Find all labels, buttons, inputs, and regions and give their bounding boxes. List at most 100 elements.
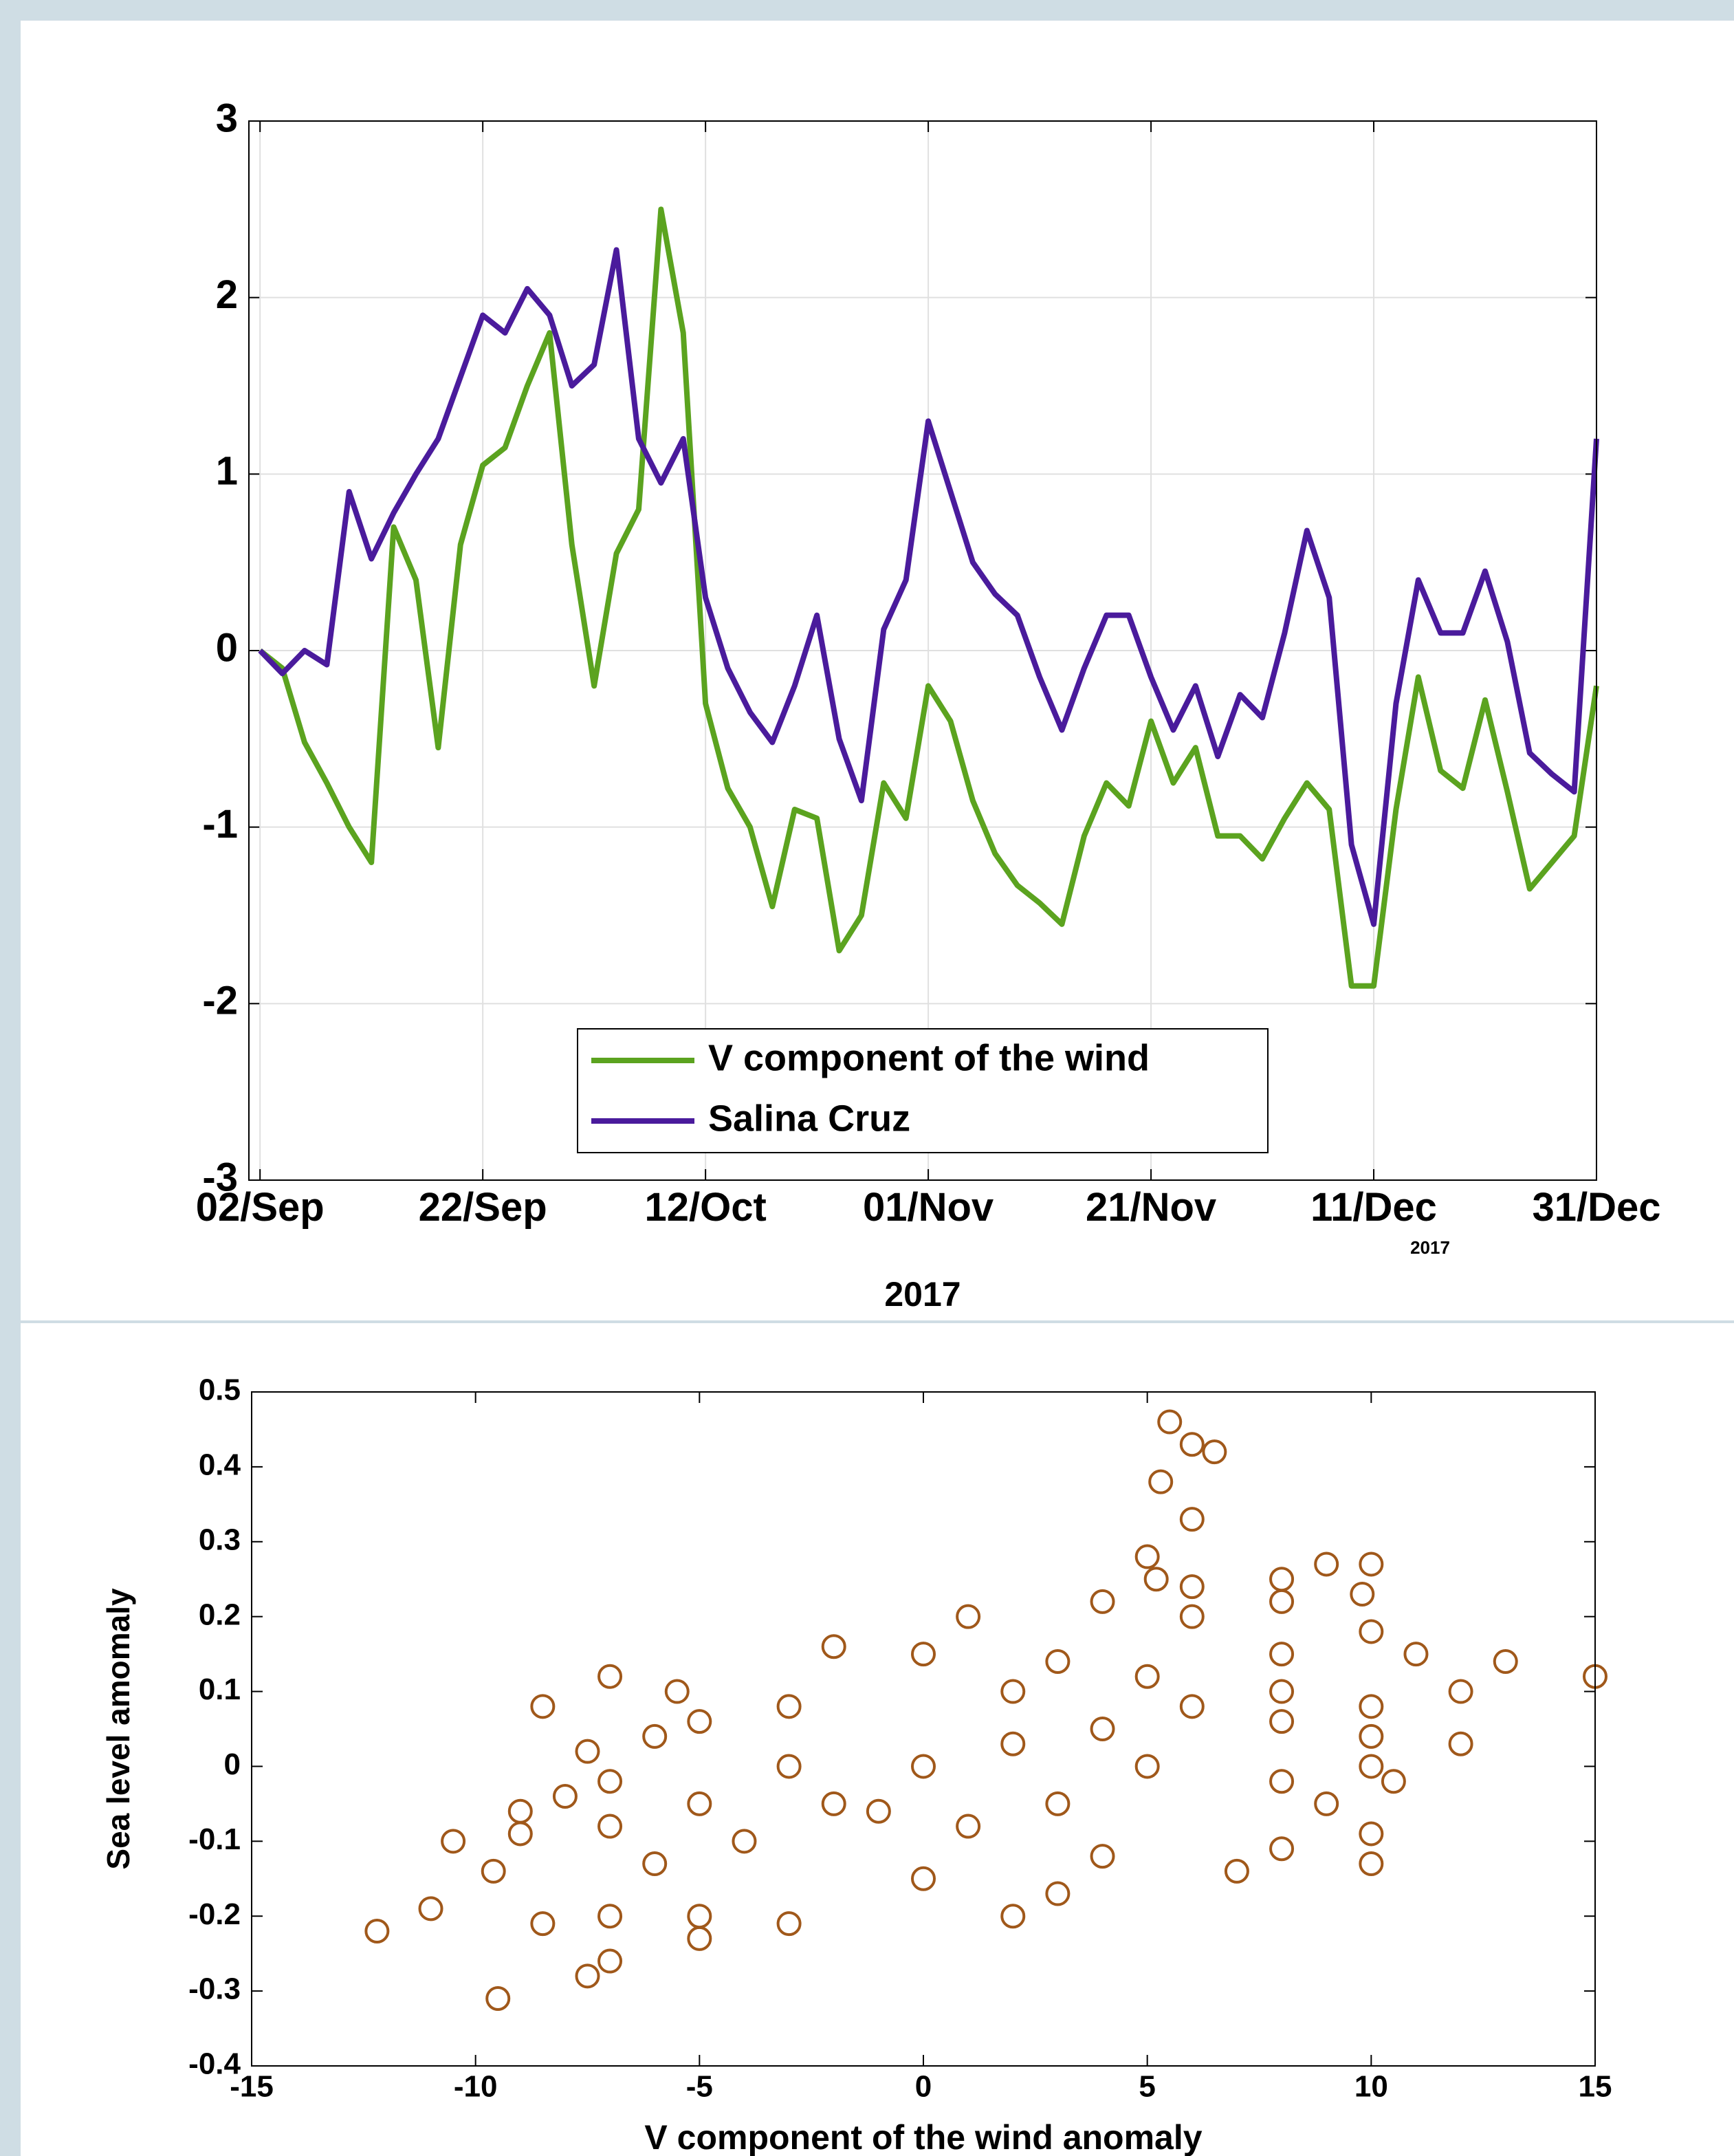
scatter-point: [418, 1896, 443, 1921]
scatter-point: [776, 1911, 802, 1937]
legend-label: Salina Cruz: [708, 1098, 910, 1139]
scatter-point: [1448, 1731, 1473, 1756]
x-axis-label: 2017: [884, 1275, 961, 1314]
scatter-point: [1134, 1664, 1160, 1689]
scatter-point: [687, 1791, 712, 1816]
scatter-point: [1269, 1769, 1295, 1794]
x-tick-label: 21/Nov: [1086, 1185, 1216, 1230]
scatter-point: [481, 1858, 506, 1884]
x-tick-label: 15: [1579, 2070, 1612, 2104]
y-tick-label: -2: [202, 979, 238, 1023]
scatter-point: [1359, 1851, 1384, 1876]
y-tick-label: -0.3: [188, 1972, 241, 2006]
scatter-point: [911, 1754, 936, 1779]
scatter-point: [1090, 1589, 1115, 1614]
scatter-point: [1314, 1791, 1339, 1816]
scatter-point: [1359, 1821, 1384, 1847]
scatter-point: [507, 1821, 533, 1847]
scatter-point: [1359, 1723, 1384, 1749]
y-tick-label: 0: [224, 1747, 241, 1781]
scatter-point: [575, 1963, 600, 1989]
x-tick-label: 31/Dec: [1532, 1185, 1660, 1230]
scatter-point: [687, 1926, 712, 1951]
scatter-point: [821, 1634, 846, 1659]
series-line: [258, 247, 1599, 927]
bottom-panel: [21, 1323, 1734, 2156]
y-axis-label: Sea level amomaly: [100, 1588, 136, 1870]
scatter-point: [597, 1814, 623, 1839]
scatter-point: [687, 1709, 712, 1734]
scatter-point: [597, 1948, 623, 1974]
scatter-point: [441, 1829, 466, 1854]
scatter-point: [642, 1851, 668, 1876]
scatter-point: [597, 1769, 623, 1794]
scatter-point: [1314, 1551, 1339, 1577]
scatter-point: [1359, 1694, 1384, 1719]
scatter-point: [1090, 1717, 1115, 1741]
scatter-point: [1381, 1769, 1406, 1794]
x-tick-label: 0: [915, 2070, 932, 2104]
scatter-point: [1143, 1567, 1169, 1592]
y-tick-label: -1: [202, 802, 238, 847]
scatter-point: [821, 1791, 846, 1816]
scatter-point: [1157, 1409, 1183, 1435]
y-tick-label: 1: [216, 449, 238, 494]
scatter-point: [1493, 1649, 1518, 1674]
scatter-point: [1134, 1544, 1160, 1569]
scatter-point: [1179, 1432, 1205, 1457]
x-tick-label: 22/Sep: [419, 1185, 547, 1230]
scatter-point: [1359, 1551, 1384, 1577]
x-tick-label: 02/Sep: [196, 1185, 325, 1230]
y-tick-label: 0.2: [199, 1598, 241, 1631]
plot-frame: [251, 1391, 1596, 2067]
scatter-point: [1000, 1904, 1026, 1929]
y-tick-label: 0.5: [199, 1373, 241, 1407]
scatter-point: [1269, 1709, 1295, 1734]
scatter-point: [1350, 1582, 1375, 1607]
y-tick-label: 2: [216, 272, 238, 317]
series-line: [258, 206, 1599, 989]
scatter-point: [1269, 1589, 1295, 1614]
scatter-point: [1000, 1679, 1026, 1704]
x-tick-label: 10: [1354, 2070, 1388, 2104]
scatter-point: [732, 1829, 757, 1854]
scatter-point: [956, 1604, 981, 1629]
x-tick-label: 5: [1139, 2070, 1155, 2104]
scatter-point: [364, 1919, 390, 1943]
y-tick-label: 3: [216, 96, 238, 140]
scatter-point: [1179, 1604, 1205, 1629]
scatter-point: [1090, 1844, 1115, 1869]
scatter-point: [866, 1798, 891, 1824]
scatter-point: [597, 1664, 623, 1689]
scatter-point: [1202, 1439, 1227, 1465]
scatter-point: [642, 1723, 668, 1749]
x-tick-label: -5: [686, 2070, 713, 2104]
x-tick-label: 12/Oct: [644, 1185, 766, 1230]
scatter-point: [1448, 1679, 1473, 1704]
y-tick-label: 0.1: [199, 1673, 241, 1706]
scatter-point: [1000, 1731, 1026, 1756]
scatter-point: [1148, 1469, 1174, 1494]
legend-box: [577, 1028, 1269, 1153]
scatter-point: [664, 1679, 690, 1704]
scatter-point: [911, 1866, 936, 1891]
scatter-point: [485, 1986, 511, 2011]
scatter-point: [1045, 1881, 1071, 1906]
x-axis-label: V component of the wind anomaly: [644, 2118, 1202, 2156]
scatter-point: [1179, 1574, 1205, 1600]
y-tick-label: -0.4: [188, 2047, 241, 2081]
x-tick-label: 11/Dec: [1310, 1185, 1437, 1230]
y-tick-label: -3: [202, 1155, 238, 1199]
annotation: 2017: [1410, 1237, 1450, 1258]
y-tick-label: 0.4: [199, 1448, 241, 1482]
scatter-point: [1045, 1791, 1071, 1816]
x-tick-label: -15: [230, 2070, 274, 2104]
y-tick-label: -0.1: [188, 1822, 241, 1856]
scatter-point: [597, 1904, 623, 1929]
scatter-point: [1269, 1642, 1295, 1667]
scatter-point: [1359, 1619, 1384, 1644]
scatter-point: [1359, 1754, 1384, 1779]
scatter-point: [911, 1642, 936, 1667]
